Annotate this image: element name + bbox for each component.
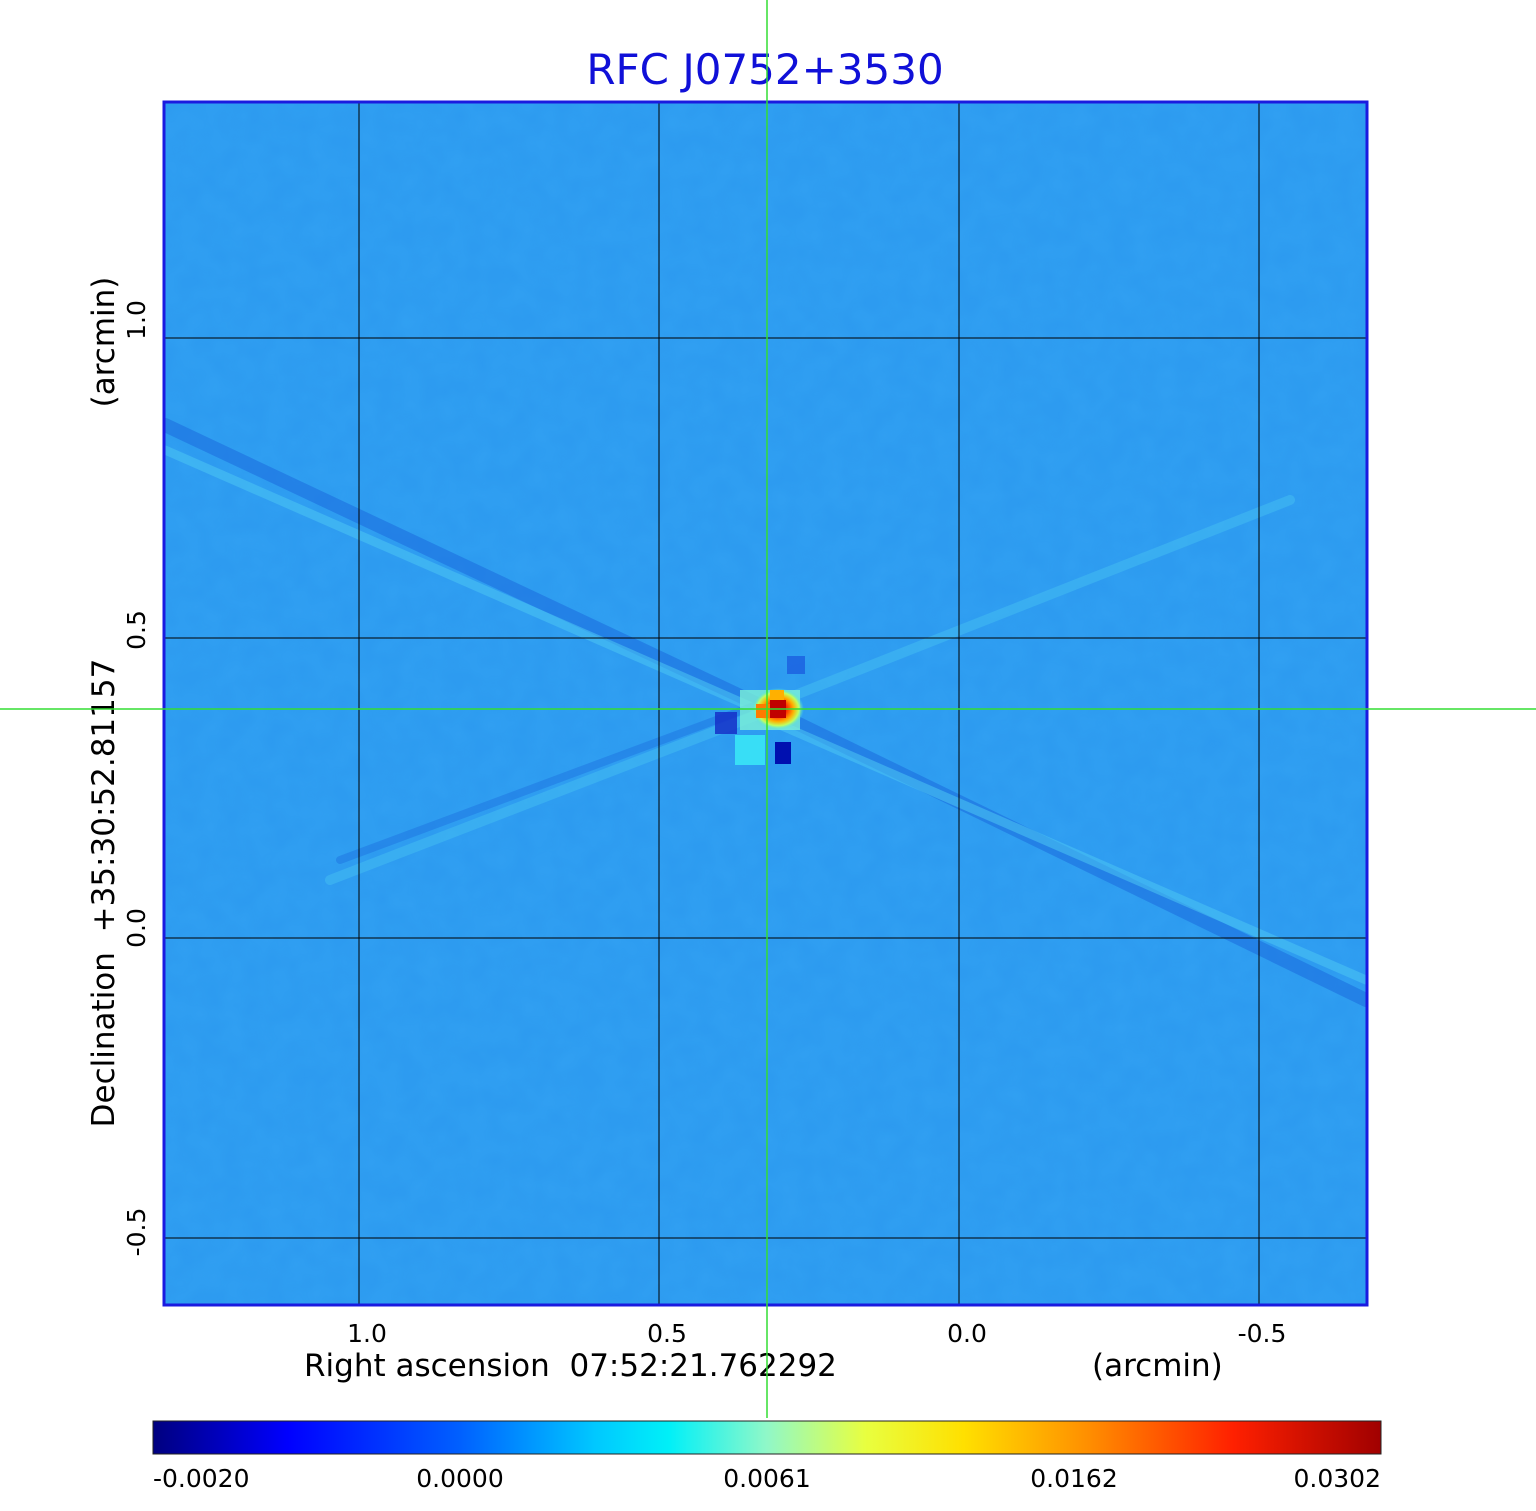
colorbar-tick-label: 0.0302 [1294, 1464, 1381, 1493]
plot-frame [162, 100, 1369, 1307]
y-tick-label: 0.0 [122, 908, 151, 948]
x-axis-ticks: 1.0 0.5 0.0 -0.5 [347, 1319, 1286, 1348]
colorbar-ticks: -0.0020 0.0000 0.0061 0.0162 0.0302 [153, 1464, 1381, 1493]
x-tick-label: 0.0 [947, 1319, 987, 1348]
x-tick-label: 1.0 [347, 1319, 387, 1348]
x-tick-label: 0.5 [647, 1319, 687, 1348]
image-map [165, 103, 1366, 1304]
y-axis-label: Declination +35:30:52.81157 [86, 659, 122, 1128]
x-tick-label: -0.5 [1238, 1319, 1287, 1348]
y-axis-ticks: 1.0 0.5 0.0 -0.5 [122, 300, 151, 1256]
colorbar [152, 1420, 1382, 1455]
colorbar-tick-label: 0.0000 [416, 1464, 503, 1493]
x-axis-unit: (arcmin) [1092, 1348, 1223, 1384]
crosshair [0, 0, 1536, 1418]
x-axis-label: Right ascension 07:52:21.762292 [304, 1348, 837, 1384]
y-tick-label: 0.5 [122, 610, 151, 650]
coordinate-grid [165, 103, 1366, 1304]
y-tick-label: -0.5 [122, 1208, 151, 1257]
colorbar-tick-label: -0.0020 [153, 1464, 250, 1493]
y-tick-label: 1.0 [122, 300, 151, 340]
y-axis-unit: (arcmin) [86, 277, 122, 408]
colorbar-tick-label: 0.0162 [1030, 1464, 1117, 1493]
figure-title: RFC J0752+3530 [586, 45, 943, 94]
colorbar-tick-label: 0.0061 [723, 1464, 810, 1493]
